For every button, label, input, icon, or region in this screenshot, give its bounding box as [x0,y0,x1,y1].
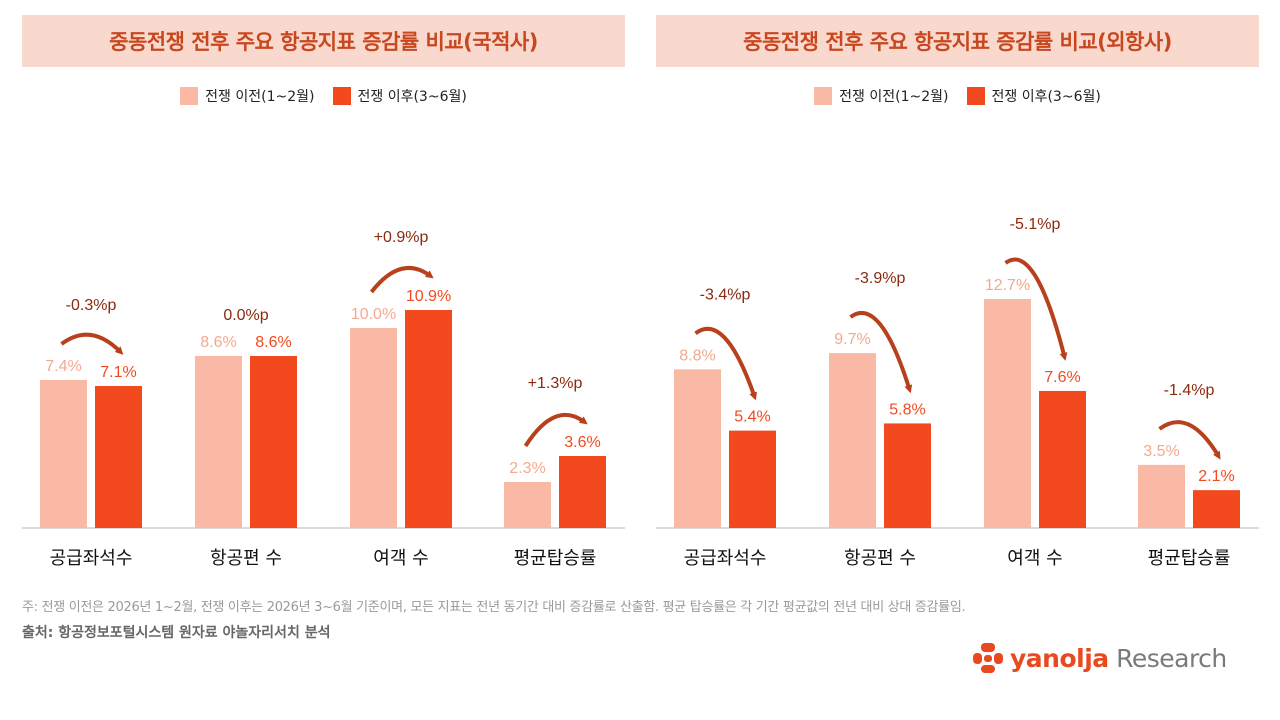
value-label-before: 12.7% [985,277,1030,294]
category-label: 여객 수 [1007,548,1062,569]
value-label-before: 8.8% [679,347,715,364]
value-label-after: 5.8% [889,401,925,418]
bar-before [1138,464,1185,528]
bar-before [674,369,721,528]
value-label-after: 8.6% [255,334,291,351]
legend-label-before: 전쟁 이전(1~2월) [205,89,315,105]
change-arrow [849,310,913,394]
chart-panel-domestic: 중동전쟁 전후 주요 항공지표 증감률 비교(국적사) 전쟁 이전(1~2월) … [22,15,627,569]
category-label: 공급좌석수 [50,548,133,569]
value-label-after: 7.1% [100,364,136,381]
value-label-after: 10.9% [406,288,451,305]
bar-after [250,356,297,528]
chart-panel-foreign: 중동전쟁 전후 주요 항공지표 증감률 비교(외항사) 전쟁 이전(1~2월) … [656,15,1261,569]
legend-label-after: 전쟁 이후(3~6월) [991,89,1101,105]
legend-swatch-before [180,87,199,105]
legend: 전쟁 이전(1~2월) 전쟁 이후(3~6월) [656,86,1259,106]
category-label: 평균탑승률 [1148,548,1231,569]
source-line: 출처: 항공정보포털시스템 원자료 야놀자리서치 분석 [22,625,331,641]
change-arrow [1158,420,1221,460]
change-label: -1.4%p [1164,382,1215,399]
change-label: +1.3%p [528,375,583,392]
legend: 전쟁 이전(1~2월) 전쟁 이후(3~6월) [22,86,625,106]
legend-swatch-after [966,87,985,105]
change-arrow [369,266,434,294]
legend-item-before: 전쟁 이전(1~2월) [814,86,949,106]
legend-item-before: 전쟁 이전(1~2월) [180,86,315,106]
bar-before [504,482,551,528]
bar-chart-foreign: 8.8% 5.4% 공급좌석수 -3.4%p 9.7% 5.8% 항공편 수 -3.9%p 12… [656,216,1259,569]
change-label: +0.9%p [374,229,429,246]
bar-before [40,380,87,528]
legend-swatch-before [814,87,833,105]
value-label-after: 2.1% [1198,468,1234,485]
chart-title: 중동전쟁 전후 주요 항공지표 증감률 비교(외항사) [743,30,1172,54]
chart-title-box: 중동전쟁 전후 주요 항공지표 증감률 비교(외항사) [656,15,1259,67]
category-label: 평균탑승률 [514,548,597,569]
bar-before [829,353,876,528]
value-label-after: 7.6% [1044,369,1080,386]
change-label: -0.3%p [66,297,117,314]
change-arrow [523,412,588,448]
chart-title: 중동전쟁 전후 주요 항공지표 증감률 비교(국적사) [109,30,538,54]
footnote: 주: 전쟁 이전은 2026년 1~2월, 전쟁 이후는 2026년 3~6월 … [22,600,966,615]
value-label-before: 3.5% [1143,443,1179,460]
logo-brand: yanolja [1010,643,1109,673]
value-label-before: 7.4% [45,358,81,375]
bar-after [1193,490,1240,528]
category-label: 항공편 수 [844,548,916,569]
bar-after [1039,390,1086,528]
value-label-before: 2.3% [509,460,545,477]
bar-after [559,456,606,528]
legend-label-after: 전쟁 이후(3~6월) [357,89,467,105]
change-label: -5.1%p [1010,216,1061,233]
bar-after [729,430,776,528]
value-label-after: 3.6% [564,434,600,451]
change-arrow [694,326,757,401]
bar-after [405,310,452,528]
value-label-before: 10.0% [351,306,396,323]
logo-text: yanolja Research [1010,644,1227,673]
legend-item-after: 전쟁 이후(3~6월) [332,86,467,106]
legend-item-after: 전쟁 이후(3~6월) [966,86,1101,106]
bar-before [984,298,1031,528]
category-label: 항공편 수 [210,548,282,569]
chart-title-box: 중동전쟁 전후 주요 항공지표 증감률 비교(국적사) [22,15,625,67]
change-label: -3.9%p [855,270,906,287]
change-arrow [60,332,124,355]
bar-chart-domestic: 7.4% 7.1% 공급좌석수 -0.3%p 8.6% 8.6% 항공편 수 0.0%p 10.… [22,229,625,569]
change-arrow [1004,257,1068,361]
bar-after [884,423,931,528]
bar-before [195,356,242,528]
logo-suffix: Research [1108,643,1227,673]
category-label: 여객 수 [373,548,428,569]
legend-label-before: 전쟁 이전(1~2월) [839,89,949,105]
yanolja-logo-icon [972,642,1004,674]
legend-swatch-after [332,87,351,105]
bar-after [95,386,142,528]
change-label: 0.0%p [223,307,268,324]
bar-before [350,328,397,528]
value-label-before: 8.6% [200,334,236,351]
change-label: -3.4%p [700,286,751,303]
value-label-before: 9.7% [834,331,870,348]
value-label-after: 5.4% [734,409,770,426]
category-label: 공급좌석수 [684,548,767,569]
brand-logo: yanolja Research [972,642,1227,674]
